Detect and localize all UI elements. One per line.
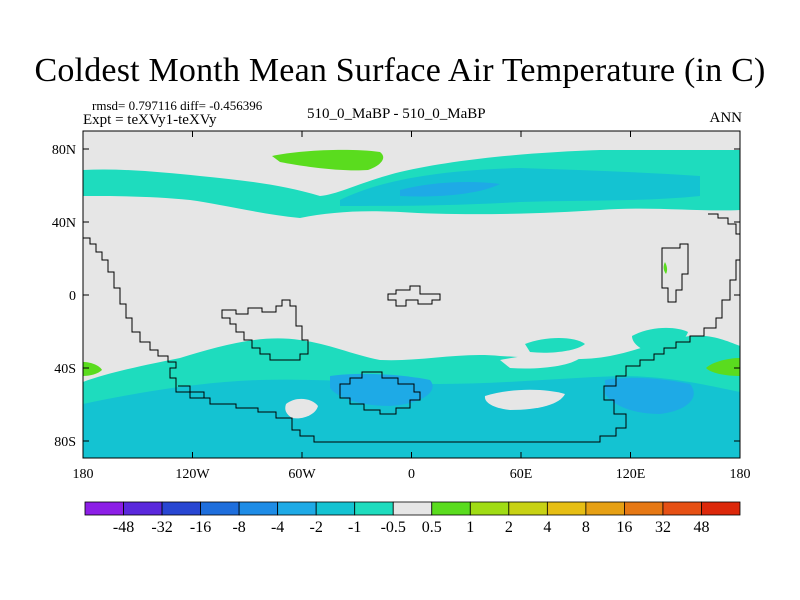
south-neutral-patch-4 (500, 354, 580, 369)
stats-text: rmsd= 0.797116 diff= -0.456396 (92, 98, 263, 113)
lat-label-40n: 40N (52, 216, 76, 231)
lon-label-120w: 120W (175, 467, 210, 482)
colorbar-label-13: 16 (616, 519, 632, 536)
colorbar-label-14: 32 (655, 519, 671, 536)
coastlines (83, 213, 740, 443)
colorbar-label-12: 8 (582, 519, 590, 536)
colorbar-swatch-4 (238, 501, 279, 516)
colorbar (84, 501, 741, 516)
colorbar-swatch-2 (161, 501, 201, 516)
lon-tick-marks (82, 131, 741, 458)
colorbar-swatch-6 (315, 501, 356, 516)
colorbar-label-1: -32 (151, 519, 172, 536)
arctic-warm-patch (272, 149, 384, 171)
colorbar-label-8: 0.5 (422, 519, 442, 536)
colorbar-swatch-5 (277, 501, 317, 516)
colorbar-label-5: -2 (310, 519, 323, 536)
comparison-text: 510_0_MaBP - 510_0_MaBP (307, 106, 486, 122)
colorbar-swatch-7 (354, 501, 394, 516)
season-text: ANN (709, 110, 743, 126)
tropical-warm-patch (663, 262, 668, 274)
south-cold-blob (525, 338, 585, 353)
lat-tick-marks (83, 148, 740, 442)
map-title: Coldest Month Mean Surface Air Temperatu… (34, 52, 766, 89)
colorbar-swatch-1 (123, 501, 163, 516)
colorbar-swatch-15 (662, 501, 702, 516)
north-anomaly-core (340, 168, 700, 206)
colorbar-label-10: 2 (505, 519, 513, 536)
lon-labels: 180 120W 60W 0 60E 120E 180 (73, 467, 751, 482)
lat-label-80s: 80S (54, 435, 76, 450)
southwest-warm-patch (83, 362, 102, 376)
lat-label-40s: 40S (54, 362, 76, 377)
south-neutral-patch (484, 389, 565, 410)
colorbar-label-4: -4 (271, 519, 284, 536)
lon-label-60w: 60W (288, 467, 316, 482)
colorbar-swatch-14 (624, 501, 664, 516)
south-pacific-cold-patch (632, 327, 688, 352)
south-continent-coast (339, 371, 421, 415)
southeast-warm-patch (706, 358, 740, 376)
colorbar-label-3: -8 (232, 519, 245, 536)
lon-label-60e: 60E (510, 467, 533, 482)
south-anomaly-core (83, 376, 740, 458)
colorbar-swatch-8 (392, 501, 433, 516)
lon-label-180e: 180 (730, 467, 751, 482)
colorbar-swatch-12 (546, 501, 587, 516)
lon-label-180w: 180 (73, 467, 94, 482)
colorbar-swatch-0 (84, 501, 124, 516)
map-field (83, 131, 740, 458)
west-coastline (83, 237, 740, 443)
colorbar-label-6: -1 (348, 519, 361, 536)
experiment-text: Expt = teXVy1-teXVy (83, 112, 217, 128)
colorbar-label-11: 4 (543, 519, 551, 536)
colorbar-swatch-11 (508, 501, 548, 516)
south-anomaly-deep (330, 373, 433, 406)
colorbar-label-7: -0.5 (381, 519, 406, 536)
colorbar-swatch-13 (585, 501, 625, 516)
north-cold-patch (120, 183, 210, 197)
colorbar-label-15: 48 (693, 519, 709, 536)
colorbar-swatch-10 (469, 501, 510, 516)
central-continent-coast (221, 299, 309, 361)
lat-label-80n: 80N (52, 143, 76, 158)
colorbar-swatch-9 (431, 501, 471, 516)
east-continent-coast (661, 243, 689, 303)
south-neutral-patch-2 (285, 398, 318, 419)
colorbar-label-9: 1 (466, 519, 474, 536)
south-landmass-coast (178, 385, 205, 398)
lat-labels: 80N 40N 0 40S 80S (52, 143, 76, 450)
north-cold-patch-2 (245, 189, 320, 202)
lon-label-0: 0 (408, 467, 415, 482)
south-anomaly-deep-2 (605, 377, 694, 414)
lat-label-0: 0 (69, 289, 76, 304)
equatorial-island-coast (387, 285, 441, 307)
north-anomaly-core-deep (400, 182, 500, 197)
colorbar-label-0: -48 (113, 519, 134, 536)
lon-label-120e: 120E (616, 467, 646, 482)
colorbar-label-2: -16 (190, 519, 211, 536)
colorbar-swatch-16 (701, 501, 741, 516)
northeast-continent-coast (708, 213, 740, 235)
colorbar-labels: -48 -32 -16 -8 -4 -2 -1 -0.5 0.5 1 2 4 8 16 32 48 (113, 519, 710, 536)
colorbar-swatch-3 (200, 501, 240, 516)
